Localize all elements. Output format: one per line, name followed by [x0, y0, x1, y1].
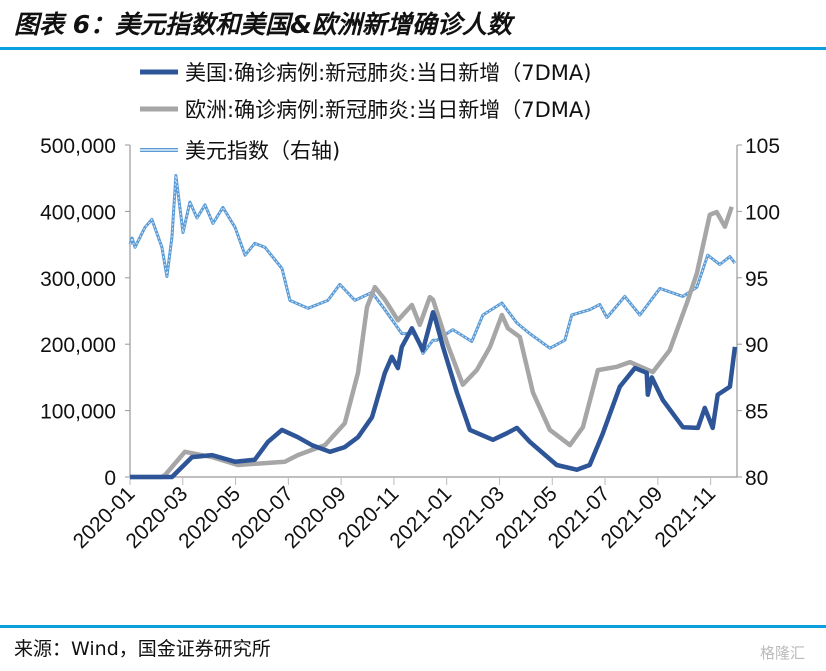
right-tick-label: 80: [745, 467, 768, 490]
series-line-dxy-inner: [129, 175, 736, 355]
legend-label-eu: 欧洲:确诊病例:新冠肺炎:当日新增（7DMA): [185, 98, 591, 122]
left-tick-label: 200,000: [40, 334, 116, 357]
right-tick-label: 100: [745, 201, 780, 224]
series-line-dxy: [128, 174, 737, 355]
legend-label-us: 美国:确诊病例:新冠肺炎:当日新增（7DMA): [185, 61, 591, 85]
left-tick-label: 300,000: [40, 268, 116, 291]
left-tick-label: 500,000: [40, 135, 116, 158]
left-tick-label: 400,000: [40, 201, 116, 224]
series-line-us: [130, 310, 738, 480]
top-rule: [0, 47, 826, 50]
axes: 0 100,000 200,000 300,000 400,000 500,000 80 85…: [40, 135, 780, 553]
legend-label-dxy: 美元指数（右轴): [185, 139, 340, 163]
right-tick-label: 85: [745, 401, 768, 424]
legend-item-us: 美国:确诊病例:新冠肺炎:当日新增（7DMA): [140, 61, 591, 85]
series-line-eu: [130, 206, 734, 480]
figure-title: 图表 6：美元指数和美国&欧洲新增确诊人数: [14, 10, 516, 39]
legend-item-eu: 欧洲:确诊病例:新冠肺炎:当日新增（7DMA): [140, 98, 591, 122]
left-tick-label: 100,000: [40, 401, 116, 424]
legend: 美国:确诊病例:新冠肺炎:当日新增（7DMA) 欧洲:确诊病例:新冠肺炎:当日新…: [140, 61, 591, 163]
legend-item-dxy: 美元指数（右轴): [140, 139, 340, 163]
bottom-rule: [0, 625, 826, 628]
right-tick-label: 105: [745, 135, 780, 158]
right-tick-label: 95: [745, 268, 768, 291]
right-tick-label: 90: [745, 334, 768, 357]
left-tick-label: 0: [104, 467, 116, 490]
watermark-logo: 格隆汇: [760, 644, 805, 662]
plot-lines: [128, 174, 738, 480]
source-note: 来源：Wind，国金证券研究所: [14, 638, 271, 660]
